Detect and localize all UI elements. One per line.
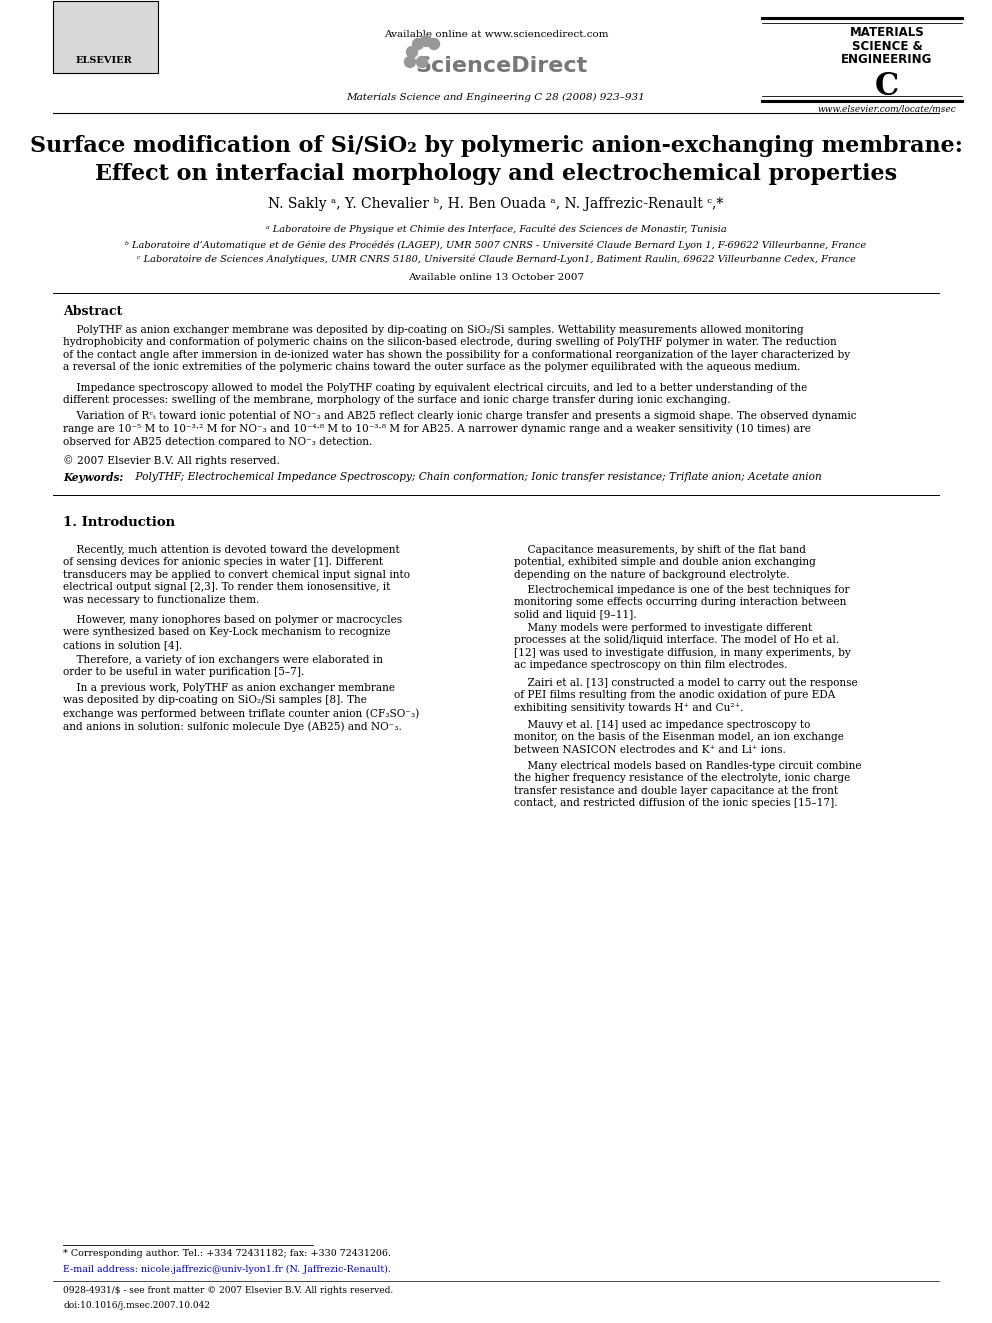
Text: Electrochemical impedance is one of the best techniques for
monitoring some effe: Electrochemical impedance is one of the … [514, 585, 849, 619]
Text: * Corresponding author. Tel.: +334 72431182; fax: +330 72431206.: * Corresponding author. Tel.: +334 72431… [63, 1249, 391, 1258]
Text: Capacitance measurements, by shift of the flat band
potential, exhibited simple : Capacitance measurements, by shift of th… [514, 545, 815, 579]
Text: Abstract: Abstract [63, 306, 122, 318]
Text: Mauvy et al. [14] used ac impedance spectroscopy to
monitor, on the basis of the: Mauvy et al. [14] used ac impedance spec… [514, 720, 843, 755]
Circle shape [417, 57, 428, 67]
Text: MATERIALS: MATERIALS [849, 26, 925, 38]
Text: PolyTHF as anion exchanger membrane was deposited by dip-coating on SiO₂/Si samp: PolyTHF as anion exchanger membrane was … [63, 325, 850, 372]
Text: 1. Introduction: 1. Introduction [63, 516, 176, 529]
Text: ᶜ Laboratoire de Sciences Analytiques, UMR CNRS 5180, Université Claude Bernard-: ᶜ Laboratoire de Sciences Analytiques, U… [137, 255, 855, 265]
Text: SCIENCE &: SCIENCE & [851, 40, 923, 53]
Text: ELSEVIER: ELSEVIER [75, 56, 132, 65]
Text: © 2007 Elsevier B.V. All rights reserved.: © 2007 Elsevier B.V. All rights reserved… [63, 455, 280, 466]
Text: PolyTHF; Electrochemical Impedance Spectroscopy; Chain conformation; Ionic trans: PolyTHF; Electrochemical Impedance Spect… [132, 472, 821, 482]
Text: Zairi et al. [13] constructed a model to carry out the response
of PEI films res: Zairi et al. [13] constructed a model to… [514, 677, 857, 713]
Text: Available online at www.sciencedirect.com: Available online at www.sciencedirect.co… [384, 30, 608, 38]
Text: doi:10.1016/j.msec.2007.10.042: doi:10.1016/j.msec.2007.10.042 [63, 1301, 210, 1310]
Text: E-mail address: nicole.jaffrezic@univ-lyon1.fr (N. Jaffrezic-Renault).: E-mail address: nicole.jaffrezic@univ-ly… [63, 1265, 391, 1274]
Text: Therefore, a variety of ion exchangers were elaborated in
order to be useful in : Therefore, a variety of ion exchangers w… [63, 655, 383, 677]
Text: Impedance spectroscopy allowed to model the PolyTHF coating by equivalent electr: Impedance spectroscopy allowed to model … [63, 382, 807, 405]
Text: Effect on interfacial morphology and electrochemical properties: Effect on interfacial morphology and ele… [95, 163, 897, 185]
Circle shape [405, 57, 416, 67]
Text: ᵇ Laboratoire d’Automatique et de Génie des Procédés (LAGEP), UMR 5007 CNRS - Un: ᵇ Laboratoire d’Automatique et de Génie … [125, 239, 867, 250]
Text: Variation of Rᶜₜ toward ionic potential of NO⁻₃ and AB25 reflect clearly ionic c: Variation of Rᶜₜ toward ionic potential … [63, 411, 857, 447]
Text: Many models were performed to investigate different
processes at the solid/liqui: Many models were performed to investigat… [514, 623, 850, 671]
Text: www.elsevier.com/locate/msec: www.elsevier.com/locate/msec [817, 105, 956, 114]
Circle shape [413, 38, 424, 49]
Text: ᵃ Laboratoire de Physique et Chimie des Interface, Faculté des Sciences de Monas: ᵃ Laboratoire de Physique et Chimie des … [266, 225, 726, 234]
Circle shape [407, 46, 418, 57]
Circle shape [429, 38, 439, 49]
Circle shape [421, 36, 432, 46]
Text: Surface modification of Si/SiO₂ by polymeric anion-exchanging membrane:: Surface modification of Si/SiO₂ by polym… [30, 135, 962, 157]
Text: In a previous work, PolyTHF as anion exchanger membrane
was deposited by dip-coa: In a previous work, PolyTHF as anion exc… [63, 683, 420, 732]
Text: Keywords:: Keywords: [63, 472, 123, 483]
Text: ScienceDirect: ScienceDirect [415, 56, 587, 75]
Text: Recently, much attention is devoted toward the development
of sensing devices fo: Recently, much attention is devoted towa… [63, 545, 410, 605]
Text: C: C [875, 71, 899, 102]
Text: However, many ionophores based on polymer or macrocycles
were synthesized based : However, many ionophores based on polyme… [63, 615, 402, 650]
Text: Materials Science and Engineering C 28 (2008) 923–931: Materials Science and Engineering C 28 (… [346, 93, 646, 102]
Text: ENGINEERING: ENGINEERING [841, 53, 932, 66]
Text: 0928-4931/$ - see front matter © 2007 Elsevier B.V. All rights reserved.: 0928-4931/$ - see front matter © 2007 El… [63, 1286, 393, 1295]
Text: Many electrical models based on Randles-type circuit combine
the higher frequenc: Many electrical models based on Randles-… [514, 761, 861, 808]
Bar [53, 1, 158, 73]
Text: Available online 13 October 2007: Available online 13 October 2007 [408, 273, 584, 282]
Text: N. Sakly ᵃ, Y. Chevalier ᵇ, H. Ben Ouada ᵃ, N. Jaffrezic-Renault ᶜ,*: N. Sakly ᵃ, Y. Chevalier ᵇ, H. Ben Ouada… [269, 197, 723, 210]
